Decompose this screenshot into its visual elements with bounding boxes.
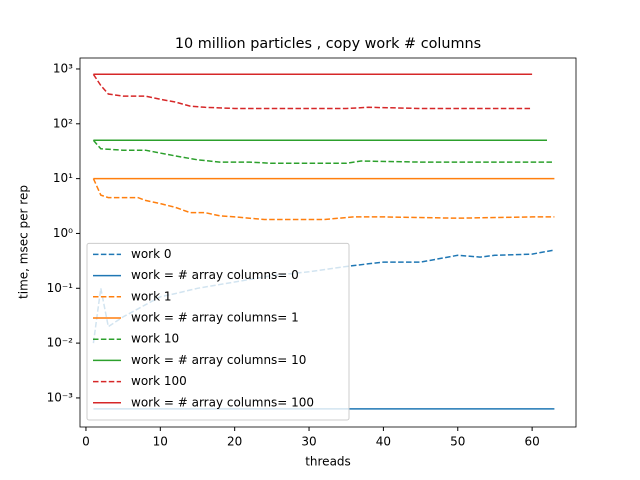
chart-title: 10 million particles , copy work # colum…: [175, 36, 481, 52]
y-tick-label: 10⁻¹: [47, 281, 74, 295]
y-tick-label: 10⁻²: [47, 336, 74, 350]
y-tick-label: 10⁰: [53, 226, 73, 240]
y-tick-label: 10³: [53, 61, 73, 75]
x-tick-label: 60: [524, 435, 539, 449]
y-tick-label: 10¹: [53, 171, 73, 185]
x-tick-label: 0: [82, 435, 90, 449]
x-tick-label: 40: [376, 435, 391, 449]
y-tick-label: 10²: [53, 116, 73, 130]
x-tick-label: 50: [450, 435, 465, 449]
legend-label: work = # array columns= 0: [131, 268, 299, 282]
legend-label: work = # array columns= 1: [131, 311, 299, 325]
legend-label: work 100: [131, 374, 187, 388]
legend-label: work 1: [131, 289, 172, 303]
series-line: [92, 178, 555, 221]
legend-label: work 0: [131, 247, 172, 261]
legend-label: work 10: [131, 332, 179, 346]
series-line: [92, 73, 533, 110]
legend-label: work = # array columns= 100: [131, 395, 314, 409]
x-tick-label: 30: [301, 435, 316, 449]
x-tick-label: 10: [153, 435, 168, 449]
legend-box: [86, 242, 350, 421]
y-axis-label: time, msec per rep: [17, 185, 31, 299]
x-axis-label: threads: [305, 455, 351, 469]
plot-frame: [79, 57, 577, 428]
legend-label: work = # array columns= 10: [131, 353, 306, 367]
series-line: [92, 139, 555, 165]
x-tick-label: 20: [227, 435, 242, 449]
y-tick-label: 10⁻³: [47, 390, 74, 404]
